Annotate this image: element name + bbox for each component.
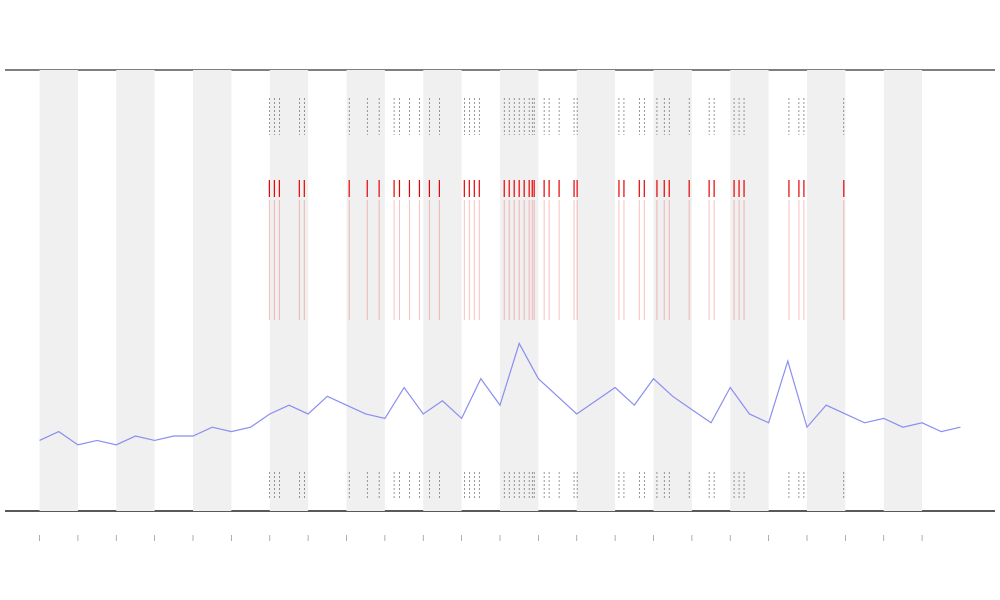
shaded-band xyxy=(39,70,78,511)
shaded-band xyxy=(193,70,232,511)
shaded-band xyxy=(883,70,923,511)
shaded-band xyxy=(730,70,769,511)
shaded-band xyxy=(346,70,385,511)
shaded-band xyxy=(423,70,462,511)
shaded-band xyxy=(653,70,692,511)
shaded-band xyxy=(576,70,616,511)
shaded-band xyxy=(500,70,539,511)
series-line xyxy=(39,341,961,446)
shaded-band xyxy=(269,70,309,511)
shaded-band xyxy=(116,70,155,511)
shaded-band xyxy=(806,70,846,511)
